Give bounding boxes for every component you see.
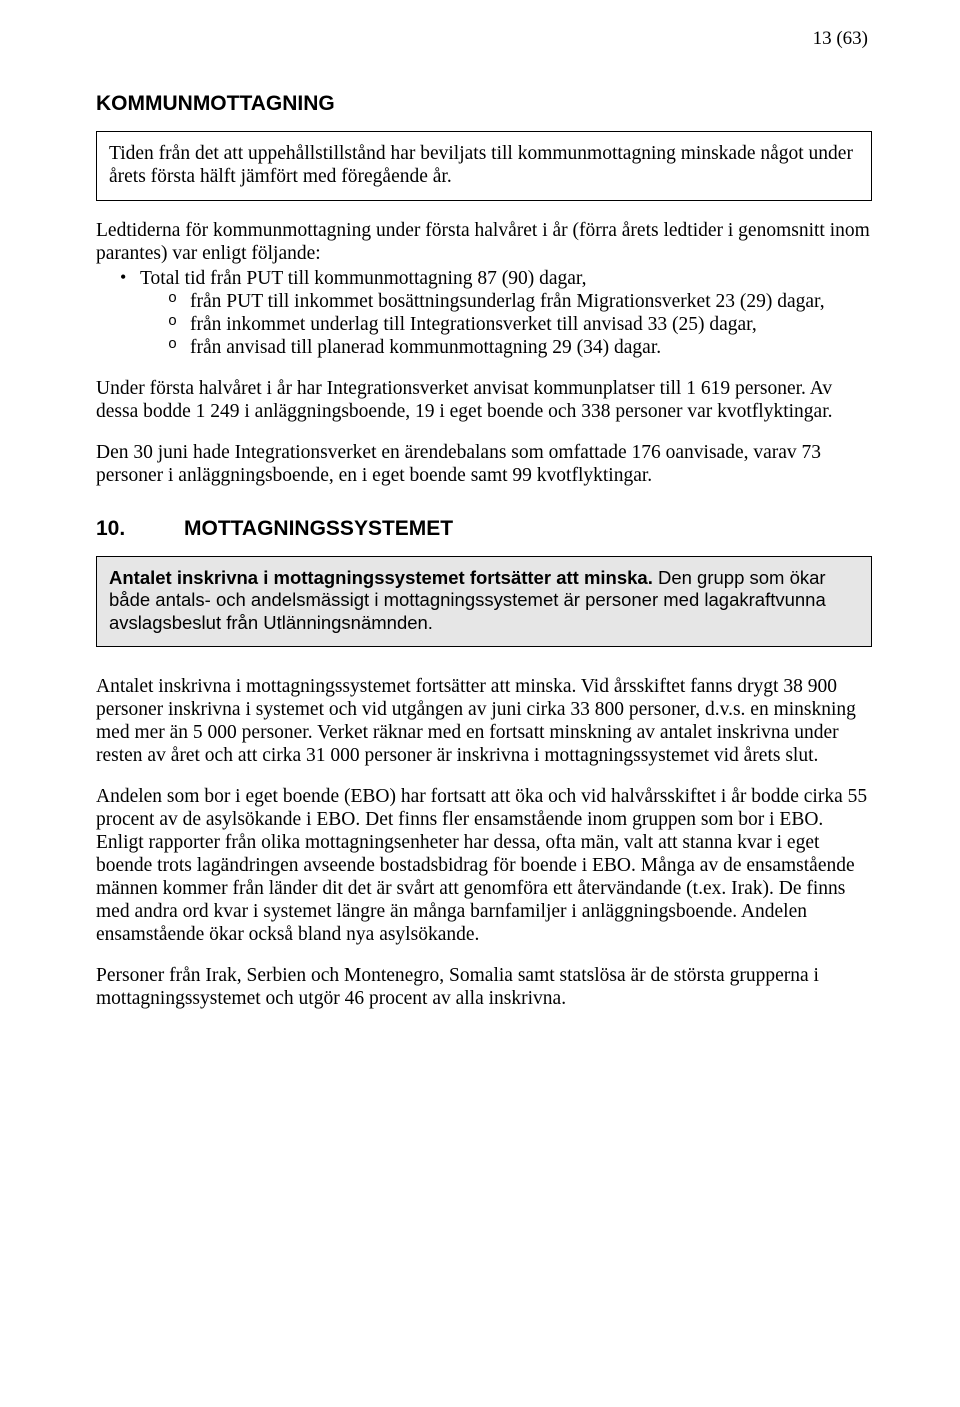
subbullet-underlag-anvisad: från inkommet underlag till Integrations… <box>172 313 872 336</box>
page: 13 (63) KOMMUNMOTTAGNING Tiden från det … <box>0 0 960 1407</box>
subbullet-anvisad-planerad: från anvisad till planerad kommunmottagn… <box>172 336 872 359</box>
summary-box-2-lead: Antalet inskrivna i mottagningssystemet … <box>109 567 658 588</box>
subbullet-text-2: från inkommet underlag till Integrations… <box>190 314 757 335</box>
page-number: 13 (63) <box>813 28 868 50</box>
paragraph-storsta-grupper: Personer från Irak, Serbien och Monteneg… <box>96 964 872 1010</box>
summary-box-2: Antalet inskrivna i mottagningssystemet … <box>96 556 872 648</box>
ledtider-block: Ledtiderna för kommunmottagning under fö… <box>96 219 872 359</box>
section-title: MOTTAGNINGSSYSTEMET <box>184 517 453 542</box>
bullet-list-level1: Total tid från PUT till kommunmottagning… <box>96 267 872 359</box>
section-heading-row: 10. MOTTAGNINGSSYSTEMET <box>96 517 872 542</box>
summary-box-1-text: Tiden från det att uppehållstillstånd ha… <box>109 143 853 187</box>
subbullet-put-bosattning: från PUT till inkommet bosättningsunderl… <box>172 290 872 313</box>
subbullet-text-1: från PUT till inkommet bosättningsunderl… <box>190 291 825 312</box>
paragraph-arendebalans: Den 30 juni hade Integrationsverket en ä… <box>96 441 872 487</box>
summary-box-1: Tiden från det att uppehållstillstånd ha… <box>96 131 872 201</box>
bullet-total-tid: Total tid från PUT till kommunmottagning… <box>126 267 872 359</box>
paragraph-ebo: Andelen som bor i eget boende (EBO) har … <box>96 785 872 946</box>
paragraph-inskrivna-minska: Antalet inskrivna i mottagningssystemet … <box>96 675 872 767</box>
paragraph-anvisat-kommunplatser: Under första halvåret i år har Integrati… <box>96 377 872 423</box>
bullet-total-tid-text: Total tid från PUT till kommunmottagning… <box>140 268 586 289</box>
subbullet-text-3: från anvisad till planerad kommunmottagn… <box>190 337 661 358</box>
bullet-list-level2: från PUT till inkommet bosättningsunderl… <box>140 290 872 359</box>
ledtider-intro: Ledtiderna för kommunmottagning under fö… <box>96 220 870 264</box>
section-number: 10. <box>96 517 184 542</box>
heading-kommunmottagning: KOMMUNMOTTAGNING <box>96 92 872 117</box>
